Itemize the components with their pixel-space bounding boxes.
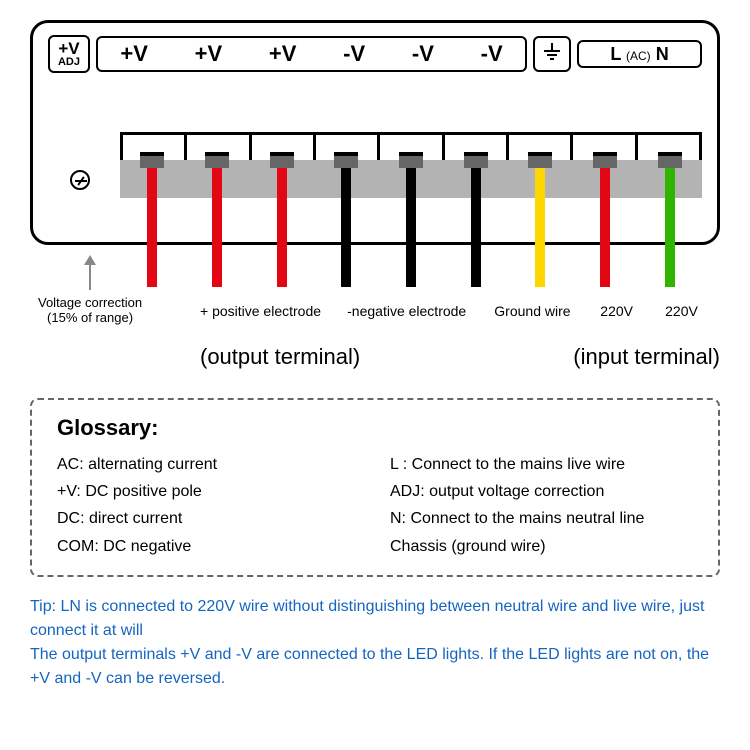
vc-line2: (15% of range) — [38, 310, 142, 325]
glossary-item: N: Connect to the mains neutral line — [390, 505, 693, 532]
glossary-item: Chassis (ground wire) — [390, 533, 693, 560]
annot-gnd: Ground wire — [494, 303, 590, 319]
annot-neg: -negative electrode — [347, 303, 484, 319]
input-section: (input terminal) — [573, 344, 720, 370]
potentiometer-icon — [70, 170, 90, 190]
glossary-right: L : Connect to the mains live wireADJ: o… — [390, 451, 693, 560]
v-term: +V — [269, 41, 297, 67]
arrow-up-icon — [80, 255, 100, 290]
tip-text: Tip: LN is connected to 220V wire withou… — [30, 595, 720, 691]
voltage-correction-callout: Voltage correction (15% of range) — [38, 255, 142, 325]
wire — [341, 168, 351, 287]
wire — [406, 168, 416, 287]
v-term: +V — [195, 41, 223, 67]
glossary-box: Glossary: AC: alternating current+V: DC … — [30, 398, 720, 577]
terminal-block — [48, 132, 702, 242]
v-term: -V — [343, 41, 365, 67]
annot-n: 220V — [665, 303, 720, 319]
annot-pos: + positive electrode — [200, 303, 337, 319]
label-row: +V ADJ +V +V +V -V -V -V L (AC) N — [48, 35, 702, 73]
glossary-item: ADJ: output voltage correction — [390, 478, 693, 505]
vc-line1: Voltage correction — [38, 295, 142, 310]
annot-l: 220V — [600, 303, 655, 319]
glossary-item: +V: DC positive pole — [57, 478, 360, 505]
wire — [600, 168, 610, 287]
v-term: -V — [481, 41, 503, 67]
wire — [147, 168, 157, 287]
ac-l: L — [610, 44, 621, 64]
ac-sub: (AC) — [626, 49, 651, 63]
ground-label — [533, 36, 571, 72]
glossary-left: AC: alternating current+V: DC positive p… — [57, 451, 360, 560]
v-terminals-box: +V +V +V -V -V -V — [96, 36, 527, 72]
wire — [665, 168, 675, 287]
v-term: -V — [412, 41, 434, 67]
glossary-item: L : Connect to the mains live wire — [390, 451, 693, 478]
output-section: (output terminal) — [200, 344, 533, 370]
ground-icon — [541, 41, 563, 63]
wire — [277, 168, 287, 287]
adj-sub: ADJ — [54, 57, 84, 68]
wire — [535, 168, 545, 287]
wires — [120, 168, 702, 287]
wire — [212, 168, 222, 287]
v-term: +V — [120, 41, 148, 67]
ac-label: L (AC) N — [577, 40, 702, 68]
section-labels: (output terminal) (input terminal) — [30, 344, 720, 370]
wire — [471, 168, 481, 287]
glossary-item: DC: direct current — [57, 505, 360, 532]
ac-n: N — [656, 44, 669, 64]
power-supply-diagram: +V ADJ +V +V +V -V -V -V L (AC) N — [30, 20, 720, 245]
glossary-item: AC: alternating current — [57, 451, 360, 478]
adj-label: +V ADJ — [48, 35, 90, 73]
glossary-item: COM: DC negative — [57, 533, 360, 560]
screws — [120, 152, 702, 168]
glossary-title: Glossary: — [57, 415, 693, 441]
